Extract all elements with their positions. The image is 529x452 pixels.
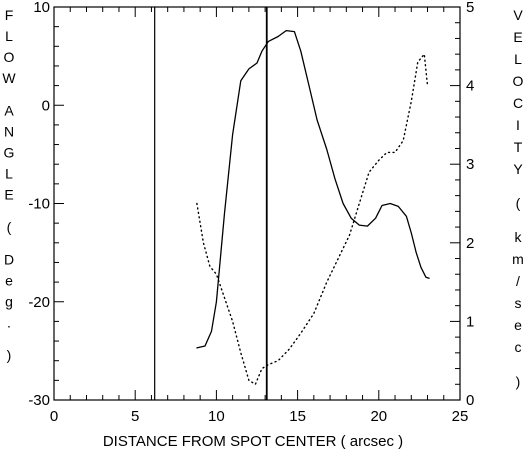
left-axis-title-char: N: [4, 124, 14, 140]
x-tick-label: 0: [50, 408, 58, 425]
axis-ticks: [53, 6, 461, 401]
right-axis-title-char: e: [514, 317, 522, 333]
right-axis-title-char: (: [516, 195, 521, 211]
right-axis-title-char: E: [513, 29, 522, 45]
x-tick-label: 20: [370, 408, 387, 425]
right-axis-title-char: T: [514, 139, 523, 155]
left-axis-title-char: E: [4, 187, 13, 203]
right-axis-title-char: Y: [513, 161, 523, 177]
x-tick-label: 5: [131, 408, 139, 425]
reference-lines: [154, 7, 268, 400]
right-axis-title-char: m: [512, 251, 524, 267]
velocity-series-line: [196, 53, 429, 385]
y-left-tick-label: -10: [28, 196, 50, 213]
y-left-tick-label: -30: [28, 392, 50, 409]
tick-labels: 0 5 10 15 20 25 -30 -20 -10 0 10 0 1 2 3 4 5: [28, 0, 474, 425]
y-left-tick-label: 0: [42, 97, 50, 114]
right-axis-title-char: O: [513, 73, 524, 89]
y-left-tick-label: 10: [33, 0, 50, 16]
left-axis-title-char: e: [5, 273, 13, 289]
left-axis-title-char: L: [5, 166, 13, 182]
left-axis-title-char: (: [7, 219, 12, 235]
right-axis-title-char: c: [515, 339, 522, 355]
y-right-tick-label: 2: [466, 235, 474, 252]
left-axis-title-char: ): [7, 347, 12, 363]
left-axis-title-char: .: [7, 315, 11, 331]
y-right-tick-label: 0: [466, 392, 474, 409]
left-axis-title-char: D: [4, 252, 14, 268]
right-axis-title-char: k: [515, 229, 523, 245]
y-right-tick-label: 5: [466, 0, 474, 16]
x-axis-title: DISTANCE FROM SPOT CENTER ( arcsec ): [103, 433, 403, 450]
right-axis-title-char: ): [516, 373, 521, 389]
y-right-tick-label: 1: [466, 313, 474, 330]
right-axis-title-char: C: [513, 95, 523, 111]
x-tick-label: 25: [452, 408, 469, 425]
right-axis-title-char: s: [515, 295, 522, 311]
x-tick-label: 15: [289, 408, 306, 425]
left-axis-title-char: G: [4, 145, 15, 161]
plot-frame: [53, 6, 461, 401]
right-axis-title-char: L: [514, 51, 522, 67]
data-series: [196, 29, 430, 385]
y-right-tick-label: 4: [466, 78, 474, 95]
right-axis-title-char: V: [513, 7, 523, 23]
y-left-tick-label: -20: [28, 294, 50, 311]
left-axis-title-char: O: [4, 49, 15, 65]
left-axis-title-char: g: [5, 294, 13, 310]
left-axis-title-char: W: [2, 70, 16, 86]
y-right-tick-label: 3: [466, 156, 474, 173]
right-axis-title-char: I: [516, 117, 520, 133]
x-tick-label: 10: [208, 408, 225, 425]
left-axis-title-char: F: [5, 7, 14, 23]
left-axis-title-char: A: [4, 103, 14, 119]
left-axis-title-char: L: [5, 28, 13, 44]
right-axis-title-char: /: [516, 273, 520, 289]
flow-angle-series-line: [196, 29, 430, 349]
